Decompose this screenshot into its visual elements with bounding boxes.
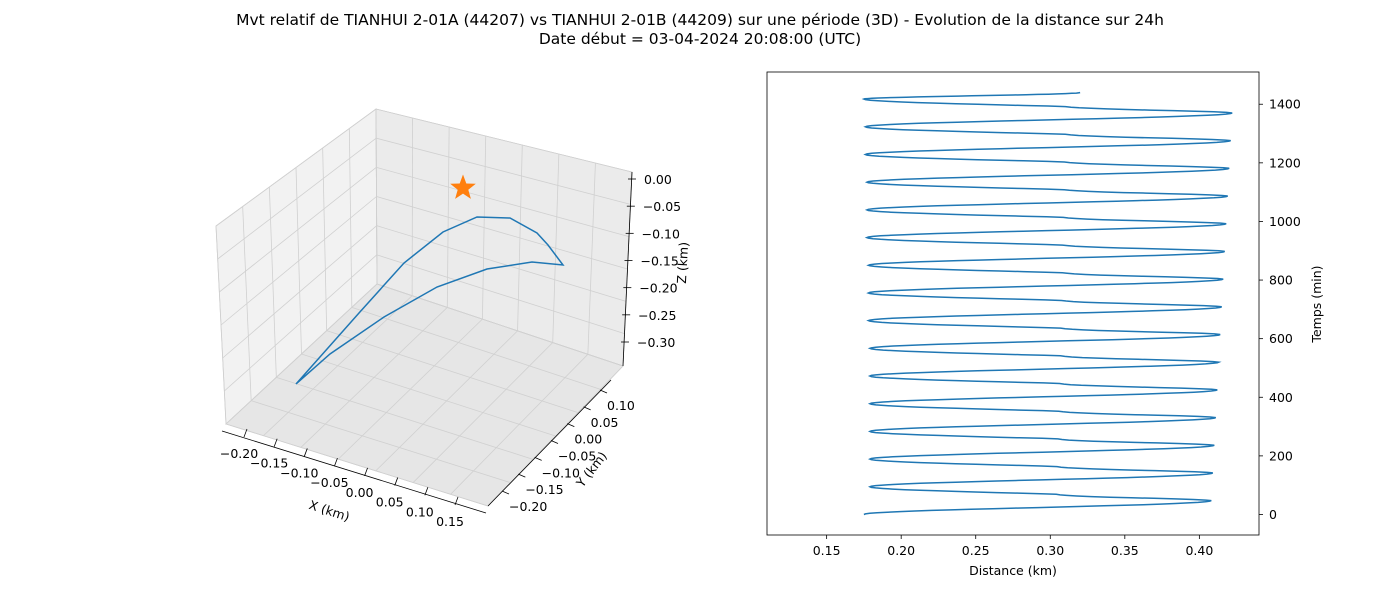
grid-line [225, 283, 378, 425]
y-axis-ticks: 0 200 400 600 800 1000 1200 1400 [1259, 97, 1301, 522]
x-tick-label: 0.15 [436, 514, 464, 529]
grid-line [376, 137, 631, 205]
x-tick-label: −0.20 [220, 446, 258, 461]
plot3d: −0.20−0.15−0.10−0.050.000.050.100.15X (k… [215, 108, 691, 529]
y-tick-label: 0.05 [591, 415, 619, 430]
x-tick-label: 0.35 [1111, 543, 1139, 558]
x-tick-mark [424, 487, 429, 496]
y-axis-label: Temps (min) [1309, 265, 1324, 343]
z-tick-label: −0.05 [643, 199, 681, 214]
y-tick-label: 800 [1269, 273, 1293, 288]
x-axis-line [221, 430, 487, 514]
grid-line [376, 196, 628, 270]
y-tick-label: −0.20 [509, 499, 547, 514]
y-tick-label: −0.10 [542, 465, 580, 480]
y-tick-label: 1000 [1269, 214, 1301, 229]
x-axis-label: Distance (km) [969, 563, 1057, 578]
y-tick-label: 0.00 [574, 432, 602, 447]
grid-line [215, 108, 377, 227]
z-tick-label: 0.00 [644, 172, 672, 187]
x-tick-mark [334, 458, 338, 467]
relative-motion-trajectory [295, 216, 565, 385]
z-axis-line [622, 171, 633, 367]
y-tick-mark [599, 389, 608, 394]
x-tick-label: 0.25 [962, 543, 990, 558]
z-tick-label: −0.30 [637, 335, 675, 350]
x-tick-label: 0.05 [376, 495, 404, 510]
grid-line [219, 167, 377, 293]
figure-title: Mvt relatif de TIANHUI 2-01A (44207) vs … [236, 11, 1164, 29]
y-tick-mark [583, 406, 591, 411]
y-tick-label: 1200 [1269, 155, 1301, 170]
y-tick-label: −0.05 [558, 449, 596, 464]
z-tick-label: −0.10 [642, 226, 680, 241]
x-tick-label: −0.15 [250, 456, 288, 471]
x-tick-mark [394, 477, 399, 486]
z-axis-label-3d: Z (km) [674, 242, 691, 284]
plot2d: 0.15 0.20 0.25 0.30 0.35 0.40 0 200 400 600 800 10… [766, 71, 1324, 578]
x-tick-mark [303, 448, 308, 457]
y-tick-label: 1400 [1269, 97, 1301, 112]
grid-line [276, 376, 534, 460]
y-tick-label: 400 [1269, 390, 1293, 405]
y-tick-mark [501, 490, 510, 495]
grid-line [375, 108, 633, 173]
y-axis-line [487, 379, 612, 507]
grid-line [351, 306, 601, 390]
x-tick-label: 0.20 [887, 543, 915, 558]
y-tick-mark [550, 440, 559, 444]
grid-line [376, 225, 627, 302]
grid-line [220, 196, 377, 326]
y-tick-label: 0 [1269, 507, 1277, 522]
x-axis-label-3d: X (km) [307, 497, 351, 524]
grid-line [225, 423, 489, 507]
y-tick-label: 600 [1269, 331, 1293, 346]
reference-star-marker [450, 174, 476, 199]
x-axis-ticks: 0.15 0.20 0.25 0.30 0.35 0.40 [813, 535, 1213, 558]
y-tick-mark [534, 456, 542, 461]
x-tick-label: 0.00 [346, 485, 374, 500]
y-tick-mark [567, 423, 575, 428]
grid-line [251, 400, 511, 484]
x-tick-label: −0.10 [280, 465, 318, 480]
x-tick-label: 0.40 [1185, 543, 1213, 558]
x-tick-label: 0.10 [406, 504, 434, 519]
grid-line [326, 330, 579, 414]
distance-series-line [861, 91, 1233, 516]
z-tick-label: −0.20 [639, 281, 677, 296]
grid-line [217, 137, 377, 260]
y-tick-label: 200 [1269, 448, 1293, 463]
plot2d-frame [766, 71, 1260, 536]
x-tick-label: −0.05 [310, 475, 348, 490]
x-tick-mark [454, 496, 459, 506]
x-tick-mark [364, 467, 368, 476]
x-tick-label: 0.30 [1036, 543, 1064, 558]
z-tick-label: −0.25 [638, 308, 676, 323]
grid-line [222, 225, 377, 359]
grid-line [224, 254, 378, 392]
x-tick-mark [273, 438, 278, 447]
grid-line [376, 166, 630, 238]
figure-subtitle: Date début = 03-04-2024 20:08:00 (UTC) [539, 30, 861, 48]
z-tick-label: −0.15 [641, 254, 679, 269]
y-tick-label: 0.10 [607, 398, 635, 413]
x-tick-mark [243, 428, 248, 438]
y-tick-mark [518, 473, 526, 478]
grid-line [376, 254, 625, 335]
x-tick-label: 0.15 [813, 543, 841, 558]
y-tick-label: −0.15 [525, 482, 563, 497]
grid-line [301, 353, 556, 437]
